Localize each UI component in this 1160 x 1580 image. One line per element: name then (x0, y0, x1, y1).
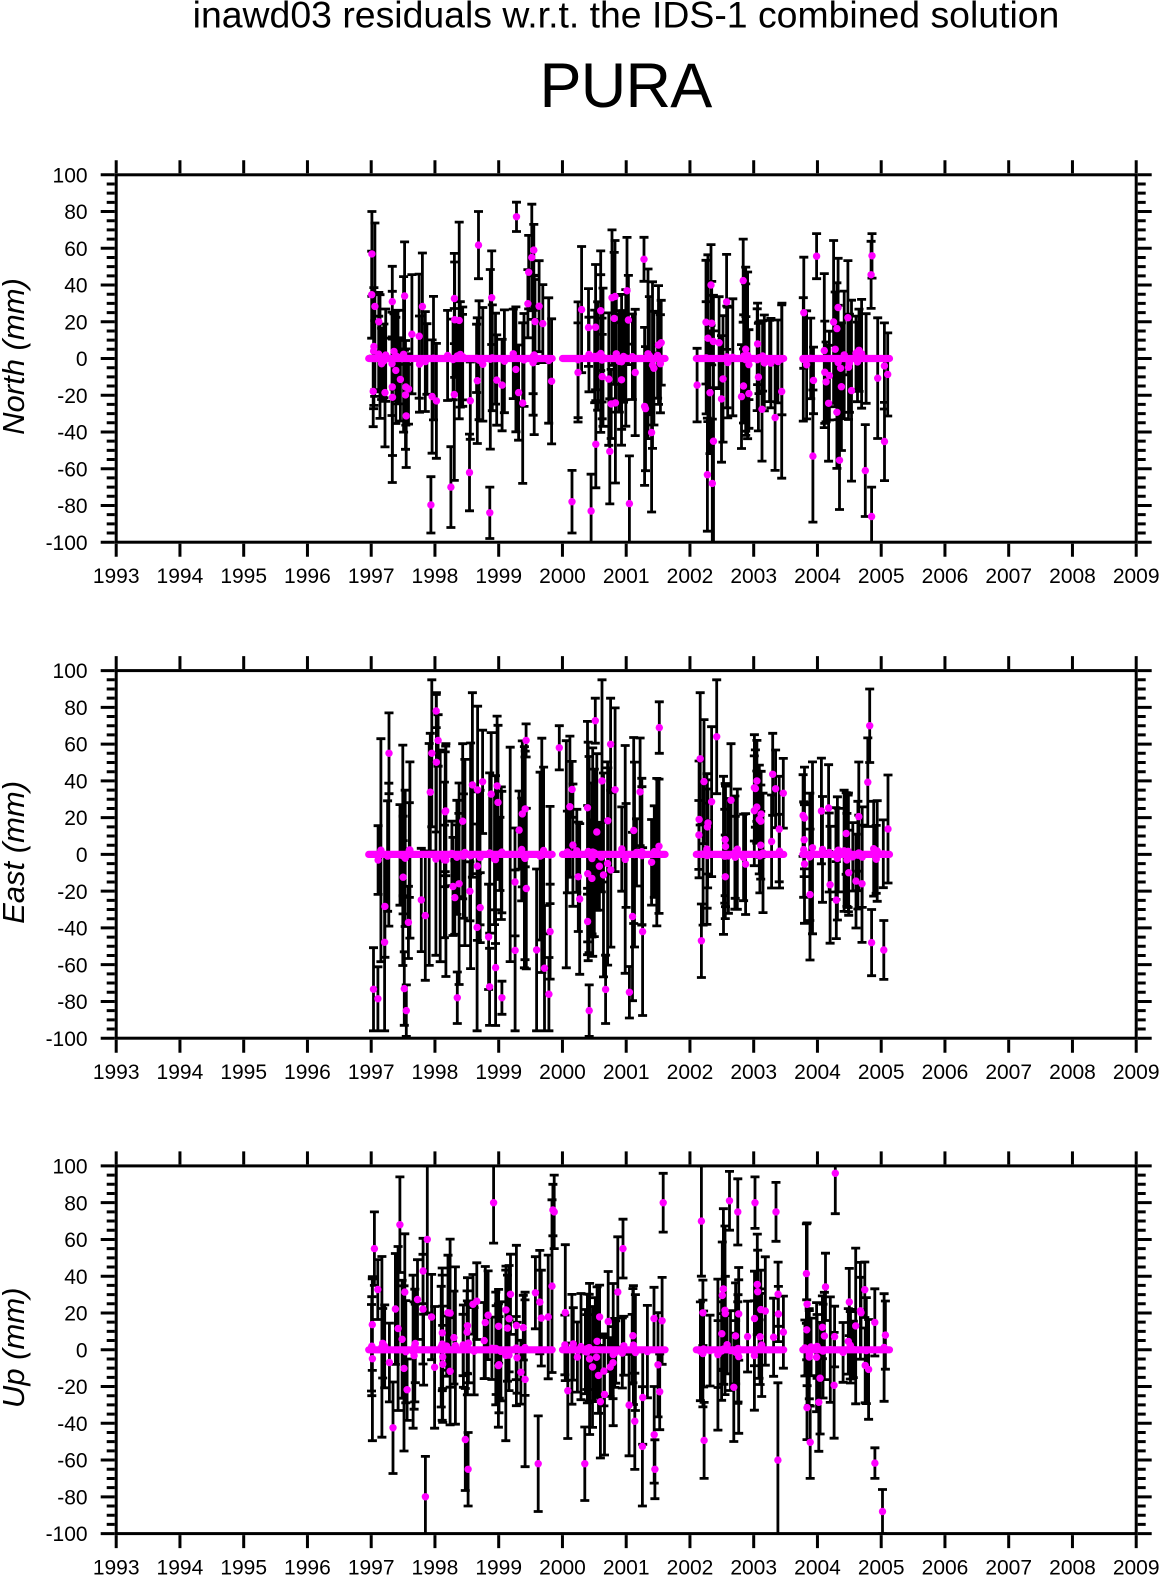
svg-text:inawd03 residuals w.r.t. the I: inawd03 residuals w.r.t. the IDS-1 combi… (193, 0, 1060, 36)
svg-text:2004: 2004 (794, 565, 841, 588)
svg-text:East (mm): East (mm) (0, 781, 31, 924)
svg-text:20: 20 (64, 1303, 87, 1326)
svg-text:1995: 1995 (220, 1557, 267, 1575)
svg-text:2001: 2001 (603, 1557, 650, 1575)
svg-text:2002: 2002 (667, 1061, 714, 1084)
svg-text:80: 80 (64, 201, 87, 224)
svg-text:-60: -60 (57, 954, 87, 977)
svg-text:1997: 1997 (348, 1557, 395, 1575)
svg-text:2009: 2009 (1113, 1557, 1160, 1575)
svg-text:2001: 2001 (603, 1061, 650, 1084)
svg-text:-100: -100 (46, 1028, 88, 1051)
svg-text:1995: 1995 (220, 565, 267, 588)
svg-text:1995: 1995 (220, 1061, 267, 1084)
svg-text:40: 40 (64, 275, 87, 298)
svg-text:100: 100 (53, 660, 88, 683)
svg-text:1996: 1996 (284, 1557, 331, 1575)
svg-text:-20: -20 (57, 881, 87, 904)
svg-text:2009: 2009 (1113, 565, 1160, 588)
svg-text:2004: 2004 (794, 1557, 841, 1575)
svg-text:2000: 2000 (539, 1557, 586, 1575)
svg-text:2003: 2003 (730, 1557, 777, 1575)
svg-text:80: 80 (64, 1192, 87, 1215)
svg-text:1997: 1997 (348, 565, 395, 588)
svg-text:-40: -40 (57, 1413, 87, 1436)
svg-text:2007: 2007 (985, 1557, 1032, 1575)
svg-text:2008: 2008 (1049, 1557, 1096, 1575)
svg-text:2005: 2005 (858, 565, 905, 588)
svg-text:2000: 2000 (539, 565, 586, 588)
svg-text:20: 20 (64, 807, 87, 830)
svg-text:2009: 2009 (1113, 1061, 1160, 1084)
svg-text:60: 60 (64, 1229, 87, 1252)
svg-text:2002: 2002 (667, 1557, 714, 1575)
svg-text:Up (mm): Up (mm) (0, 1288, 31, 1409)
svg-text:PURA: PURA (539, 51, 712, 121)
svg-text:60: 60 (64, 734, 87, 757)
svg-text:1999: 1999 (475, 565, 522, 588)
svg-text:1999: 1999 (475, 1061, 522, 1084)
svg-text:20: 20 (64, 311, 87, 334)
svg-text:2000: 2000 (539, 1061, 586, 1084)
svg-text:2008: 2008 (1049, 565, 1096, 588)
svg-text:0: 0 (76, 348, 88, 371)
svg-text:100: 100 (53, 1156, 88, 1179)
svg-text:1998: 1998 (412, 1557, 459, 1575)
svg-text:2001: 2001 (603, 565, 650, 588)
svg-text:1999: 1999 (475, 1557, 522, 1575)
svg-text:-100: -100 (46, 532, 88, 555)
svg-text:0: 0 (76, 1339, 88, 1362)
svg-text:100: 100 (53, 164, 88, 187)
svg-text:60: 60 (64, 238, 87, 261)
svg-text:North (mm): North (mm) (0, 278, 31, 435)
svg-text:1994: 1994 (157, 1061, 204, 1084)
svg-text:2006: 2006 (922, 565, 969, 588)
svg-text:2002: 2002 (667, 565, 714, 588)
svg-text:2006: 2006 (922, 1061, 969, 1084)
svg-text:1998: 1998 (412, 565, 459, 588)
svg-text:1994: 1994 (157, 1557, 204, 1575)
svg-text:1994: 1994 (157, 565, 204, 588)
svg-text:2003: 2003 (730, 565, 777, 588)
svg-text:0: 0 (76, 844, 88, 867)
svg-text:2007: 2007 (985, 565, 1032, 588)
svg-text:2006: 2006 (922, 1557, 969, 1575)
svg-text:40: 40 (64, 1266, 87, 1289)
svg-text:-40: -40 (57, 918, 87, 941)
svg-text:2005: 2005 (858, 1061, 905, 1084)
svg-text:-40: -40 (57, 422, 87, 445)
svg-text:-80: -80 (57, 495, 87, 518)
svg-text:-60: -60 (57, 1450, 87, 1473)
svg-text:80: 80 (64, 697, 87, 720)
svg-text:2005: 2005 (858, 1557, 905, 1575)
svg-text:2003: 2003 (730, 1061, 777, 1084)
svg-text:-80: -80 (57, 991, 87, 1014)
svg-text:-20: -20 (57, 385, 87, 408)
svg-text:1993: 1993 (93, 1557, 140, 1575)
svg-text:2004: 2004 (794, 1061, 841, 1084)
svg-text:-100: -100 (46, 1523, 88, 1546)
svg-text:2007: 2007 (985, 1061, 1032, 1084)
svg-text:1997: 1997 (348, 1061, 395, 1084)
svg-text:1996: 1996 (284, 1061, 331, 1084)
svg-text:1993: 1993 (93, 565, 140, 588)
svg-text:-60: -60 (57, 458, 87, 481)
svg-text:1998: 1998 (412, 1061, 459, 1084)
svg-text:2008: 2008 (1049, 1061, 1096, 1084)
svg-text:1996: 1996 (284, 565, 331, 588)
svg-text:-80: -80 (57, 1486, 87, 1509)
svg-text:1993: 1993 (93, 1061, 140, 1084)
svg-text:-20: -20 (57, 1376, 87, 1399)
svg-text:40: 40 (64, 771, 87, 794)
